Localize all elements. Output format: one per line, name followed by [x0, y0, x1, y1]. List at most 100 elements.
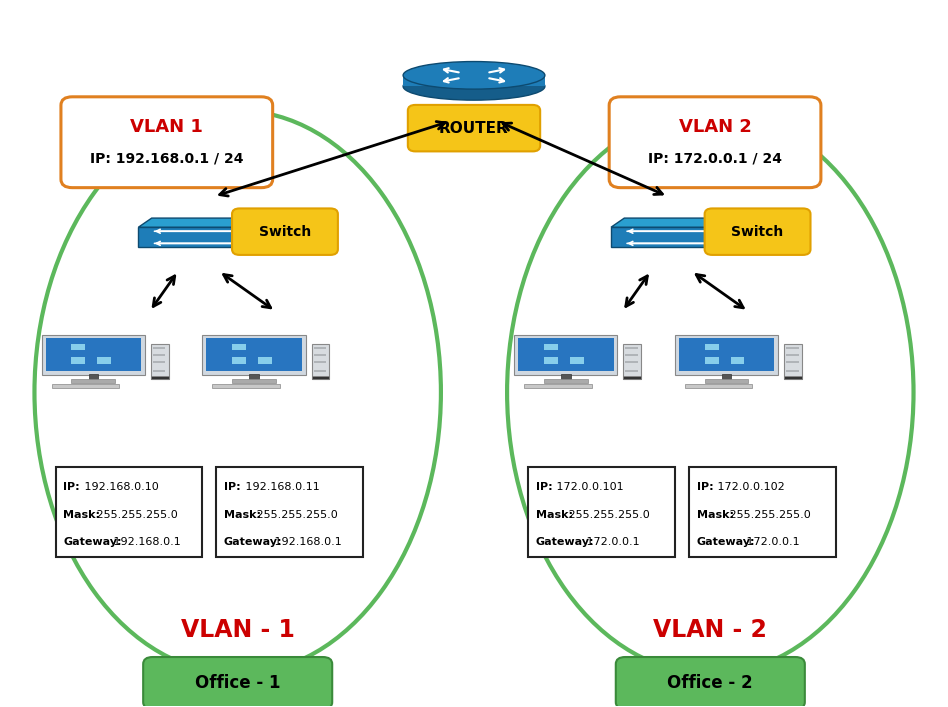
Text: 172.0.0.102: 172.0.0.102: [714, 482, 785, 492]
Text: Mask:: Mask:: [536, 510, 573, 520]
FancyBboxPatch shape: [408, 105, 540, 151]
Text: 192.168.0.1: 192.168.0.1: [110, 537, 181, 547]
Text: Switch: Switch: [732, 225, 784, 239]
Bar: [786, 354, 798, 356]
Bar: [626, 354, 638, 356]
FancyBboxPatch shape: [689, 467, 835, 557]
Polygon shape: [611, 218, 757, 227]
FancyBboxPatch shape: [61, 97, 273, 187]
Bar: [704, 379, 748, 383]
Bar: [570, 358, 584, 363]
Text: VLAN - 2: VLAN - 2: [653, 618, 767, 642]
Bar: [312, 344, 329, 379]
Bar: [514, 335, 617, 375]
Bar: [786, 361, 798, 363]
Text: Mask:: Mask:: [697, 510, 734, 520]
Text: Mask:: Mask:: [64, 510, 100, 520]
FancyBboxPatch shape: [528, 467, 675, 557]
FancyBboxPatch shape: [216, 467, 363, 557]
Bar: [721, 374, 731, 380]
Bar: [71, 344, 85, 351]
Text: VLAN 2: VLAN 2: [679, 119, 752, 136]
Text: IP:: IP:: [64, 482, 80, 492]
Bar: [42, 335, 145, 375]
Text: 192.168.0.1: 192.168.0.1: [271, 537, 341, 547]
Bar: [624, 344, 641, 379]
Bar: [524, 384, 592, 388]
Text: IP:: IP:: [536, 482, 553, 492]
Bar: [626, 361, 638, 363]
Bar: [153, 347, 165, 349]
Bar: [786, 370, 798, 372]
Bar: [71, 358, 85, 363]
Bar: [312, 376, 329, 379]
Bar: [202, 335, 305, 375]
Text: ROUTER: ROUTER: [439, 121, 509, 136]
Bar: [258, 358, 272, 363]
FancyBboxPatch shape: [56, 467, 202, 557]
Bar: [519, 338, 613, 371]
Polygon shape: [611, 227, 743, 247]
Polygon shape: [743, 218, 757, 247]
Bar: [232, 344, 246, 351]
Bar: [403, 76, 545, 86]
Text: 192.168.0.10: 192.168.0.10: [81, 482, 158, 492]
Text: Office - 1: Office - 1: [195, 674, 281, 692]
Text: IP:: IP:: [224, 482, 241, 492]
Bar: [626, 347, 638, 349]
Text: IP: 172.0.0.1 / 24: IP: 172.0.0.1 / 24: [648, 151, 782, 165]
Bar: [232, 379, 276, 383]
Text: 172.0.0.101: 172.0.0.101: [554, 482, 624, 492]
Bar: [71, 379, 115, 383]
Bar: [151, 376, 169, 379]
Bar: [249, 374, 259, 380]
Text: Gateway:: Gateway:: [536, 537, 594, 547]
Text: Gateway:: Gateway:: [64, 537, 121, 547]
Text: Gateway:: Gateway:: [697, 537, 756, 547]
FancyBboxPatch shape: [232, 209, 337, 255]
Text: IP: 192.168.0.1 / 24: IP: 192.168.0.1 / 24: [90, 151, 244, 165]
FancyBboxPatch shape: [143, 657, 332, 707]
Bar: [731, 358, 744, 363]
Text: IP:: IP:: [697, 482, 713, 492]
Polygon shape: [138, 218, 284, 227]
Bar: [784, 344, 802, 379]
Bar: [153, 354, 165, 356]
Bar: [212, 384, 280, 388]
Bar: [153, 361, 165, 363]
Bar: [679, 338, 775, 371]
Text: VLAN 1: VLAN 1: [131, 119, 203, 136]
Polygon shape: [271, 218, 284, 247]
Bar: [675, 335, 778, 375]
FancyBboxPatch shape: [610, 97, 821, 187]
Bar: [51, 384, 119, 388]
Bar: [544, 358, 558, 363]
Bar: [153, 370, 165, 372]
Bar: [314, 361, 326, 363]
Bar: [544, 344, 558, 351]
Bar: [786, 347, 798, 349]
Bar: [544, 379, 588, 383]
Text: Mask:: Mask:: [224, 510, 261, 520]
Bar: [704, 358, 719, 363]
Bar: [98, 358, 111, 363]
Bar: [314, 347, 326, 349]
Text: Switch: Switch: [259, 225, 311, 239]
Bar: [561, 374, 571, 380]
Text: 192.168.0.11: 192.168.0.11: [242, 482, 319, 492]
Text: 255.255.255.0: 255.255.255.0: [565, 510, 650, 520]
Bar: [626, 370, 638, 372]
Bar: [46, 338, 141, 371]
Bar: [88, 374, 98, 380]
Ellipse shape: [403, 73, 545, 100]
FancyBboxPatch shape: [704, 209, 811, 255]
Text: VLAN - 1: VLAN - 1: [181, 618, 295, 642]
Bar: [314, 370, 326, 372]
Text: 255.255.255.0: 255.255.255.0: [726, 510, 811, 520]
Polygon shape: [138, 227, 271, 247]
Ellipse shape: [403, 62, 545, 89]
Bar: [151, 344, 169, 379]
Text: Gateway:: Gateway:: [224, 537, 283, 547]
Bar: [207, 338, 301, 371]
Bar: [704, 344, 719, 351]
